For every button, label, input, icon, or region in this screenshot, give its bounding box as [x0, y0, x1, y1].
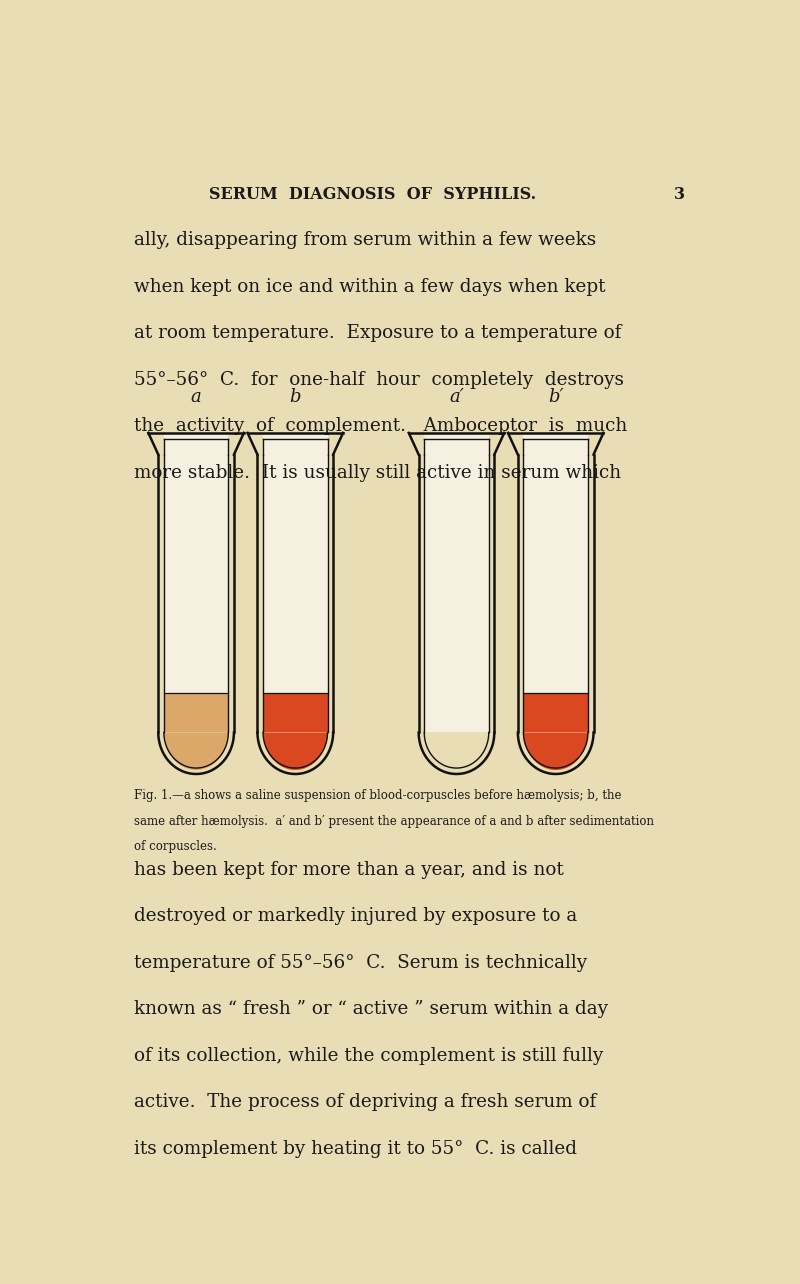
Bar — [164, 433, 228, 693]
Text: known as “ fresh ” or “ active ” serum within a day: known as “ fresh ” or “ active ” serum w… — [134, 1000, 608, 1018]
Bar — [523, 693, 588, 732]
Text: ally, disappearing from serum within a few weeks: ally, disappearing from serum within a f… — [134, 231, 596, 249]
Bar — [424, 433, 489, 693]
Text: of its collection, while the complement is still fully: of its collection, while the complement … — [134, 1046, 603, 1064]
Text: Fig. 1.—a shows a saline suspension of blood-corpuscles before hæmolysis; b, the: Fig. 1.—a shows a saline suspension of b… — [134, 788, 622, 801]
Text: the  activity  of  complement.   Amboceptor  is  much: the activity of complement. Amboceptor i… — [134, 417, 627, 435]
Text: when kept on ice and within a few days when kept: when kept on ice and within a few days w… — [134, 277, 606, 295]
Polygon shape — [263, 732, 327, 770]
Bar — [263, 433, 327, 693]
Text: of corpuscles.: of corpuscles. — [134, 840, 217, 854]
Bar — [263, 693, 327, 732]
Text: has been kept for more than a year, and is not: has been kept for more than a year, and … — [134, 862, 564, 880]
Text: SERUM  DIAGNOSIS  OF  SYPHILIS.: SERUM DIAGNOSIS OF SYPHILIS. — [210, 186, 536, 203]
Bar — [164, 693, 228, 732]
Text: 3: 3 — [674, 186, 685, 203]
Text: its complement by heating it to 55°  C. is called: its complement by heating it to 55° C. i… — [134, 1140, 577, 1158]
Text: b: b — [290, 388, 301, 406]
Text: temperature of 55°–56°  C.  Serum is technically: temperature of 55°–56° C. Serum is techn… — [134, 954, 587, 972]
Polygon shape — [523, 732, 588, 770]
Text: active.  The process of depriving a fresh serum of: active. The process of depriving a fresh… — [134, 1094, 596, 1112]
Text: a′: a′ — [449, 388, 464, 406]
Text: 55°–56°  C.  for  one-half  hour  completely  destroys: 55°–56° C. for one-half hour completely … — [134, 371, 624, 389]
Text: destroyed or markedly injured by exposure to a: destroyed or markedly injured by exposur… — [134, 908, 578, 926]
Text: at room temperature.  Exposure to a temperature of: at room temperature. Exposure to a tempe… — [134, 324, 622, 342]
Text: a: a — [190, 388, 202, 406]
Bar — [424, 693, 489, 732]
Text: more stable.  It is usually still active in serum which: more stable. It is usually still active … — [134, 464, 622, 482]
Bar — [523, 433, 588, 693]
Text: same after hæmolysis.  a′ and b′ present the appearance of a and b after sedimen: same after hæmolysis. a′ and b′ present … — [134, 814, 654, 827]
Polygon shape — [164, 732, 228, 770]
Text: b′: b′ — [548, 388, 563, 406]
